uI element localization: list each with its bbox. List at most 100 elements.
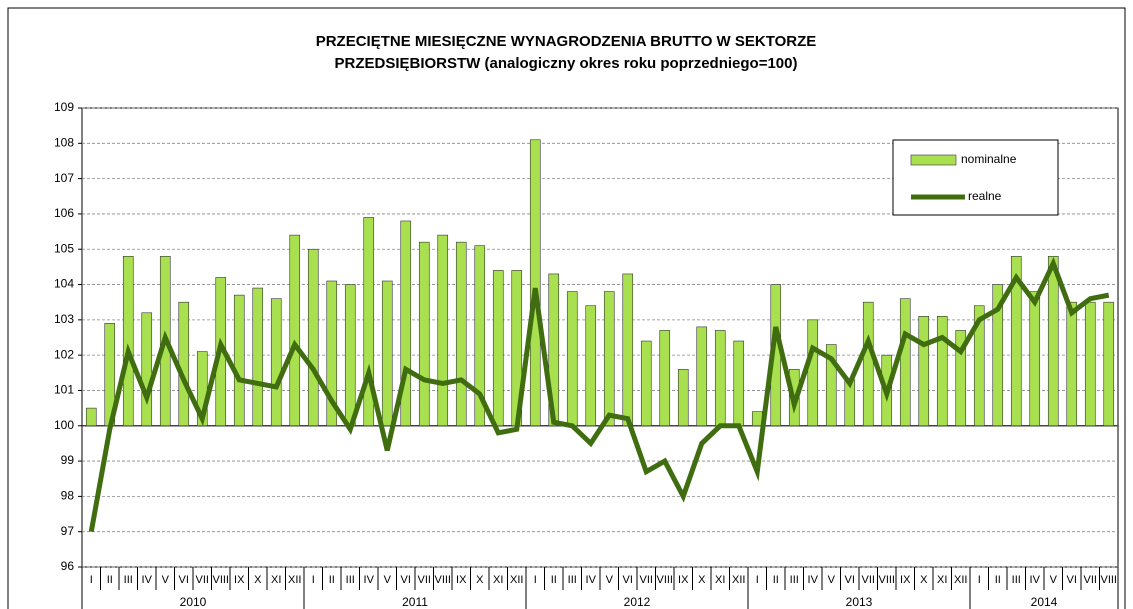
- x-tick-label: VIII: [878, 574, 895, 586]
- x-tick-label: IV: [586, 574, 597, 586]
- bar: [751, 411, 763, 427]
- x-tick-label: XI: [937, 574, 947, 586]
- x-tick-label: VI: [179, 574, 189, 586]
- bar: [344, 284, 356, 427]
- bar: [585, 305, 597, 427]
- bar: [85, 407, 97, 427]
- bar: [252, 287, 264, 427]
- bar: [622, 273, 634, 427]
- bar: [936, 316, 948, 427]
- x-tick-label: IX: [456, 574, 467, 586]
- x-tick-label: VIII: [212, 574, 229, 586]
- bar: [1047, 255, 1059, 427]
- x-tick-label: XII: [954, 574, 967, 586]
- bar: [566, 291, 578, 427]
- group-label: 2012: [624, 595, 651, 609]
- bar: [307, 248, 319, 427]
- bar: [529, 139, 541, 427]
- bar: [270, 298, 282, 427]
- x-tick-label: XI: [271, 574, 281, 586]
- bar: [474, 245, 486, 427]
- x-tick-label: III: [568, 574, 577, 586]
- x-tick-label: I: [534, 574, 537, 586]
- chart-title: PRZECIĘTNE MIESIĘCZNE WYNAGRODZENIA BRUT…: [316, 33, 817, 50]
- x-tick-label: I: [90, 574, 93, 586]
- y-tick-label: 104: [54, 277, 74, 291]
- x-tick-label: I: [756, 574, 759, 586]
- legend-box: [892, 139, 1059, 216]
- bar: [640, 340, 652, 427]
- x-tick-label: VIII: [434, 574, 451, 586]
- bar: [1010, 255, 1022, 427]
- y-tick-label: 97: [61, 524, 75, 538]
- group-label: 2011: [402, 595, 428, 609]
- x-tick-label: VII: [196, 574, 209, 586]
- x-tick-label: IV: [1030, 574, 1041, 586]
- x-tick-label: VII: [1084, 574, 1097, 586]
- y-tick-label: 103: [54, 312, 74, 326]
- bar: [289, 234, 301, 427]
- bar: [233, 294, 245, 427]
- y-tick-label: 101: [54, 383, 74, 397]
- x-tick-label: X: [920, 574, 928, 586]
- bar: [178, 301, 190, 427]
- x-tick-label: X: [254, 574, 262, 586]
- x-tick-label: V: [606, 574, 614, 586]
- y-tick-label: 109: [54, 100, 74, 114]
- x-tick-label: XII: [732, 574, 745, 586]
- bar: [696, 326, 708, 427]
- x-tick-label: VI: [845, 574, 855, 586]
- bar: [973, 305, 985, 427]
- bar: [955, 330, 967, 427]
- bar: [1103, 301, 1115, 427]
- y-tick-label: 108: [54, 135, 74, 149]
- x-tick-label: III: [124, 574, 133, 586]
- bar: [677, 368, 689, 427]
- x-tick-label: V: [384, 574, 392, 586]
- x-tick-label: V: [1050, 574, 1058, 586]
- y-tick-label: 99: [61, 453, 75, 467]
- x-tick-label: II: [551, 574, 557, 586]
- bar: [992, 284, 1004, 427]
- x-tick-label: VII: [862, 574, 875, 586]
- x-tick-label: IX: [234, 574, 245, 586]
- bar: [437, 234, 449, 427]
- x-tick-label: IV: [364, 574, 375, 586]
- x-tick-label: III: [1012, 574, 1021, 586]
- legend-label: realne: [968, 189, 1002, 203]
- x-tick-label: XII: [510, 574, 523, 586]
- bar: [733, 340, 745, 427]
- bar: [381, 280, 393, 427]
- x-tick-label: IV: [142, 574, 153, 586]
- y-tick-label: 102: [54, 347, 74, 361]
- y-tick-label: 105: [54, 241, 74, 255]
- x-tick-label: XII: [288, 574, 301, 586]
- bar: [548, 273, 560, 427]
- bar: [603, 291, 615, 427]
- x-tick-label: IX: [900, 574, 911, 586]
- bar: [714, 330, 726, 427]
- x-tick-label: VII: [640, 574, 653, 586]
- x-tick-label: III: [790, 574, 799, 586]
- x-tick-label: II: [107, 574, 113, 586]
- x-tick-label: VI: [1067, 574, 1077, 586]
- bar: [899, 298, 911, 427]
- bar: [418, 241, 430, 427]
- x-tick-label: III: [346, 574, 355, 586]
- bar: [455, 241, 467, 427]
- bar: [1029, 291, 1041, 427]
- bar: [122, 255, 134, 427]
- y-tick-label: 106: [54, 206, 74, 220]
- x-tick-label: I: [312, 574, 315, 586]
- bar: [363, 217, 375, 427]
- x-tick-label: II: [773, 574, 779, 586]
- x-tick-label: VIII: [1100, 574, 1117, 586]
- bar: [141, 312, 153, 427]
- x-tick-label: XI: [715, 574, 725, 586]
- group-label: 2013: [846, 595, 873, 609]
- bar: [825, 344, 837, 427]
- y-tick-label: 98: [61, 489, 75, 503]
- group-label: 2014: [1031, 595, 1058, 609]
- bar: [1084, 301, 1096, 427]
